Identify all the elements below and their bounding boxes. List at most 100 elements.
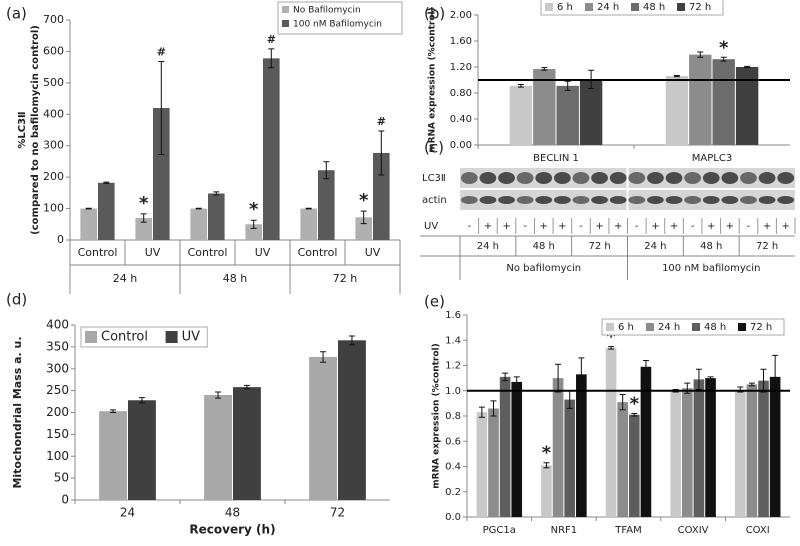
bar — [617, 402, 628, 517]
bar — [734, 389, 746, 517]
blot-band — [609, 196, 627, 204]
bar — [564, 399, 576, 517]
error-bar — [478, 406, 485, 418]
blot-band — [702, 196, 720, 204]
x-tick-label: 72 — [330, 506, 345, 520]
x-tick-label: NRF1 — [551, 525, 578, 536]
significance-marker: * — [542, 443, 552, 464]
bar — [758, 380, 769, 517]
bar — [511, 381, 523, 517]
legend-swatch — [738, 323, 746, 331]
y-tick-label: 0 — [61, 493, 69, 507]
uv-sign: + — [595, 221, 603, 232]
time-label: 72 h — [756, 241, 778, 252]
y-axis-label: %LC3Ⅱ — [17, 111, 28, 148]
blot-band — [628, 196, 646, 204]
legend-label: 48 h — [643, 2, 665, 13]
bar — [99, 411, 127, 500]
blot-band — [479, 172, 497, 184]
uv-sign: + — [670, 221, 678, 232]
y-tick-label: 100 — [43, 202, 64, 215]
legend-swatch — [165, 331, 178, 343]
bar — [640, 366, 652, 517]
legend-swatch — [545, 3, 553, 11]
time-label: 48 h — [533, 241, 555, 252]
y-tick-label: 1.6 — [445, 310, 461, 321]
bar — [153, 108, 170, 240]
bar — [552, 378, 564, 517]
y-tick-label: 400 — [46, 318, 69, 332]
uv-sign: + — [540, 221, 548, 232]
error-bar — [195, 207, 202, 210]
bar — [541, 465, 552, 517]
bar — [300, 208, 317, 240]
bar — [476, 412, 488, 517]
error-bar — [673, 74, 680, 78]
blot-band — [721, 196, 739, 204]
significance-marker: # — [157, 45, 166, 58]
uv-sign: + — [484, 221, 492, 232]
error-bar — [555, 363, 562, 393]
uv-sign: + — [558, 221, 566, 232]
bar — [579, 79, 603, 145]
bar — [769, 376, 781, 517]
uv-sign: - — [747, 221, 751, 232]
blot-band — [740, 172, 757, 184]
y-tick-label: 700 — [43, 13, 64, 26]
error-bar — [502, 372, 509, 382]
error-bar — [213, 191, 220, 196]
error-bar — [243, 384, 250, 390]
blot-band — [609, 172, 627, 184]
blot-band — [740, 196, 757, 204]
treatment-label: 100 nM bafilomycin — [662, 263, 760, 274]
error-bar — [378, 130, 385, 176]
error-bar — [110, 409, 117, 413]
uv-sign: - — [635, 221, 639, 232]
blot-band — [535, 172, 553, 184]
uv-sign: + — [651, 221, 659, 232]
error-bar — [543, 462, 550, 469]
legend-swatch — [85, 331, 97, 343]
y-tick-label: 0.4 — [445, 462, 461, 473]
uv-sign: + — [726, 221, 734, 232]
y-tick-label: 0.2 — [445, 487, 461, 498]
y-axis-label: Mitochondrial Mass a. u. — [11, 336, 24, 488]
bar — [665, 76, 689, 145]
x-tick-label: COXIV — [678, 525, 709, 536]
uv-sign: + — [781, 221, 789, 232]
y-tick-label: 1.0 — [445, 386, 461, 397]
y-tick-label: 350 — [46, 339, 69, 353]
bar — [233, 387, 261, 500]
error-bar — [608, 346, 615, 350]
uv-sign: - — [468, 221, 472, 232]
x-tick-label: 48 — [225, 506, 240, 520]
legend-label: UV — [182, 330, 201, 345]
error-bar — [564, 80, 571, 91]
error-bar — [619, 394, 626, 411]
y-tick-label: 200 — [46, 405, 69, 419]
bar — [128, 400, 156, 500]
blot-band — [516, 172, 534, 184]
blot-band — [777, 196, 795, 204]
y-axis-label: mRNA expression (%control) — [432, 343, 442, 489]
bar — [318, 170, 335, 240]
error-bar — [760, 368, 767, 393]
bar — [80, 208, 97, 240]
y-tick-label: 600 — [43, 44, 64, 57]
legend-label: 6 h — [557, 2, 573, 13]
significance-marker: * — [606, 327, 616, 348]
bar — [98, 182, 115, 240]
x-tick-label: MAPLC3 — [692, 153, 732, 164]
blot-band — [777, 172, 795, 184]
blot-band — [758, 172, 776, 184]
blot-band — [647, 172, 664, 184]
y-tick-label: 50 — [54, 471, 69, 485]
blot-band — [702, 172, 720, 184]
blot-row-label: LC3Ⅱ — [422, 173, 446, 184]
bar — [693, 379, 705, 517]
blot-band — [460, 172, 478, 184]
x-tick-label: UV — [145, 246, 161, 259]
error-bar — [323, 161, 330, 180]
y-axis-label: (compared to no bafilomycin control) — [30, 25, 41, 235]
